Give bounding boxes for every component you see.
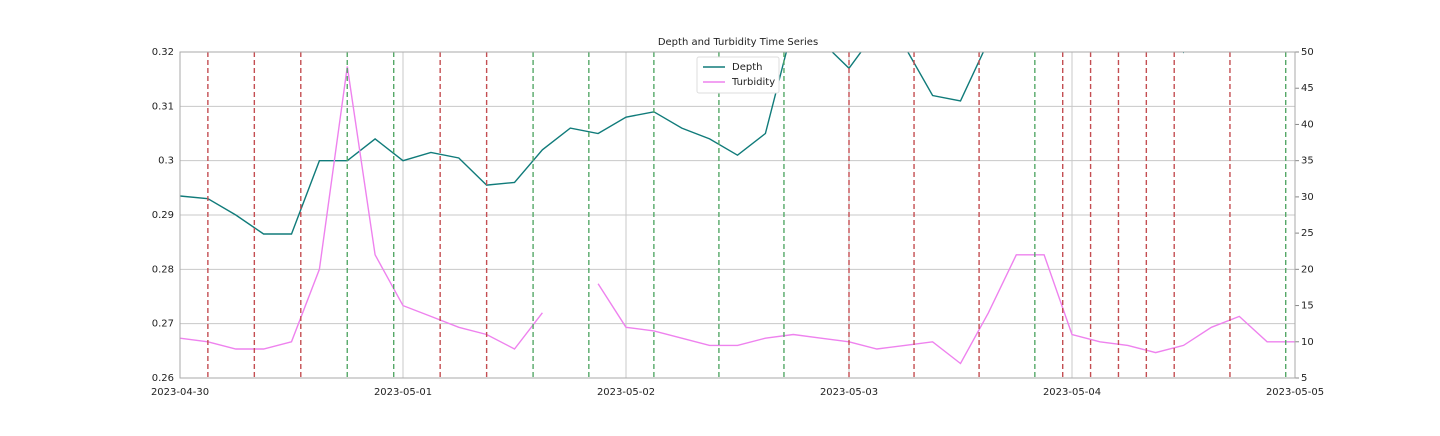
y-tick-label: 0.27 [152, 319, 174, 330]
y2-tick-label: 50 [1301, 47, 1314, 58]
y2-tick-label: 20 [1301, 264, 1314, 275]
y2-tick-label: 15 [1301, 301, 1314, 312]
y2-tick-label: 30 [1301, 192, 1314, 203]
legend-label: Depth [732, 62, 762, 73]
y2-tick-label: 25 [1301, 228, 1314, 239]
y2-tick-label: 45 [1301, 83, 1314, 94]
y2-tick-label: 10 [1301, 337, 1314, 348]
x-tick-label: 2023-04-30 [151, 387, 209, 398]
y2-tick-label: 35 [1301, 156, 1314, 167]
y2-tick-label: 5 [1301, 373, 1307, 384]
line-depth [180, 52, 1185, 235]
x-tick-label: 2023-05-04 [1043, 387, 1101, 398]
plot-area [180, 52, 1295, 365]
y-tick-label: 0.31 [152, 101, 174, 112]
x-tick-label: 2023-05-05 [1266, 387, 1324, 398]
y-tick-label: 0.28 [152, 264, 174, 275]
x-tick-label: 2023-05-01 [374, 387, 432, 398]
line-turbidity [180, 66, 1295, 365]
y-tick-label: 0.26 [152, 373, 174, 384]
chart-title: Depth and Turbidity Time Series [658, 37, 818, 48]
x-tick-label: 2023-05-03 [820, 387, 878, 398]
y-tick-label: 0.3 [158, 156, 174, 167]
legend-label: Turbidity [731, 77, 775, 88]
legend-box [696, 56, 780, 94]
x-tick-label: 2023-05-02 [597, 387, 655, 398]
y-tick-label: 0.29 [152, 210, 174, 221]
plot-frame [179, 51, 1296, 379]
y2-tick-label: 40 [1301, 119, 1314, 130]
y-tick-label: 0.32 [152, 47, 174, 58]
